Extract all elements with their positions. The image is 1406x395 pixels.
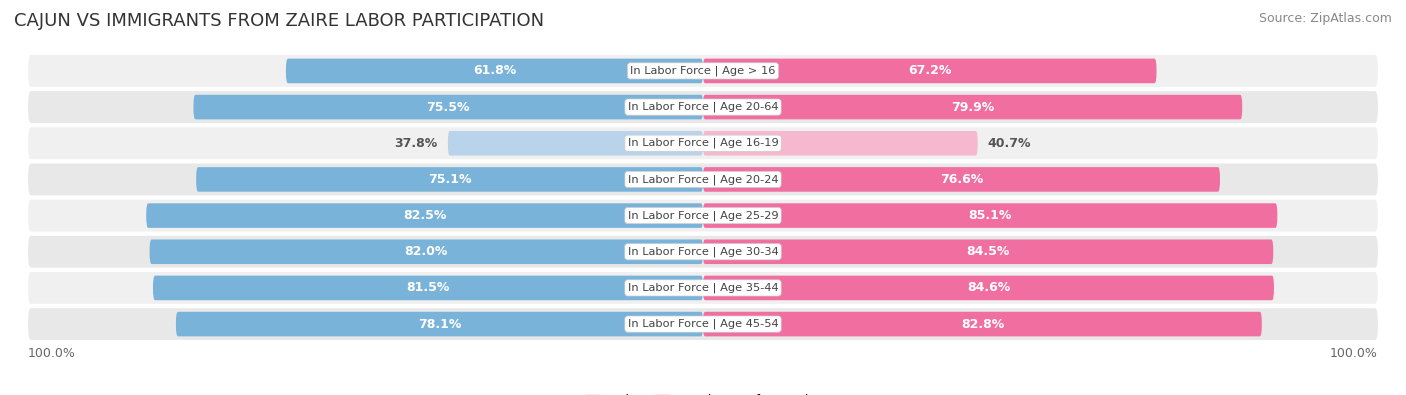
FancyBboxPatch shape	[146, 203, 703, 228]
Text: 76.6%: 76.6%	[939, 173, 983, 186]
FancyBboxPatch shape	[703, 312, 1261, 337]
Text: 100.0%: 100.0%	[28, 346, 76, 359]
Text: In Labor Force | Age 20-24: In Labor Force | Age 20-24	[627, 174, 779, 185]
Text: 84.6%: 84.6%	[967, 281, 1010, 294]
Text: 37.8%: 37.8%	[395, 137, 437, 150]
Text: 81.5%: 81.5%	[406, 281, 450, 294]
Text: In Labor Force | Age 20-64: In Labor Force | Age 20-64	[627, 102, 779, 112]
Legend: Cajun, Immigrants from Zaire: Cajun, Immigrants from Zaire	[585, 394, 821, 395]
Text: 61.8%: 61.8%	[472, 64, 516, 77]
FancyBboxPatch shape	[28, 308, 1378, 340]
FancyBboxPatch shape	[28, 199, 1378, 231]
Text: 85.1%: 85.1%	[969, 209, 1012, 222]
Text: In Labor Force | Age 25-29: In Labor Force | Age 25-29	[627, 210, 779, 221]
FancyBboxPatch shape	[703, 58, 1157, 83]
FancyBboxPatch shape	[703, 95, 1243, 119]
Text: 75.5%: 75.5%	[426, 101, 470, 114]
FancyBboxPatch shape	[28, 91, 1378, 123]
FancyBboxPatch shape	[176, 312, 703, 337]
FancyBboxPatch shape	[28, 236, 1378, 268]
FancyBboxPatch shape	[28, 55, 1378, 87]
FancyBboxPatch shape	[285, 58, 703, 83]
FancyBboxPatch shape	[197, 167, 703, 192]
FancyBboxPatch shape	[703, 239, 1274, 264]
Text: 82.0%: 82.0%	[405, 245, 449, 258]
Text: 82.5%: 82.5%	[404, 209, 446, 222]
Text: 84.5%: 84.5%	[966, 245, 1010, 258]
FancyBboxPatch shape	[703, 131, 977, 156]
Text: In Labor Force | Age 45-54: In Labor Force | Age 45-54	[627, 319, 779, 329]
Text: In Labor Force | Age 30-34: In Labor Force | Age 30-34	[627, 246, 779, 257]
Text: 40.7%: 40.7%	[988, 137, 1031, 150]
FancyBboxPatch shape	[28, 127, 1378, 159]
FancyBboxPatch shape	[149, 239, 703, 264]
Text: 78.1%: 78.1%	[418, 318, 461, 331]
FancyBboxPatch shape	[703, 203, 1277, 228]
FancyBboxPatch shape	[449, 131, 703, 156]
Text: In Labor Force | Age 16-19: In Labor Force | Age 16-19	[627, 138, 779, 149]
Text: CAJUN VS IMMIGRANTS FROM ZAIRE LABOR PARTICIPATION: CAJUN VS IMMIGRANTS FROM ZAIRE LABOR PAR…	[14, 12, 544, 30]
Text: 79.9%: 79.9%	[950, 101, 994, 114]
FancyBboxPatch shape	[28, 272, 1378, 304]
Text: 75.1%: 75.1%	[427, 173, 471, 186]
Text: 67.2%: 67.2%	[908, 64, 952, 77]
Text: 82.8%: 82.8%	[960, 318, 1004, 331]
FancyBboxPatch shape	[194, 95, 703, 119]
Text: In Labor Force | Age > 16: In Labor Force | Age > 16	[630, 66, 776, 76]
FancyBboxPatch shape	[703, 276, 1274, 300]
Text: Source: ZipAtlas.com: Source: ZipAtlas.com	[1258, 12, 1392, 25]
FancyBboxPatch shape	[28, 164, 1378, 196]
FancyBboxPatch shape	[153, 276, 703, 300]
Text: 100.0%: 100.0%	[1330, 346, 1378, 359]
FancyBboxPatch shape	[703, 167, 1220, 192]
Text: In Labor Force | Age 35-44: In Labor Force | Age 35-44	[627, 283, 779, 293]
